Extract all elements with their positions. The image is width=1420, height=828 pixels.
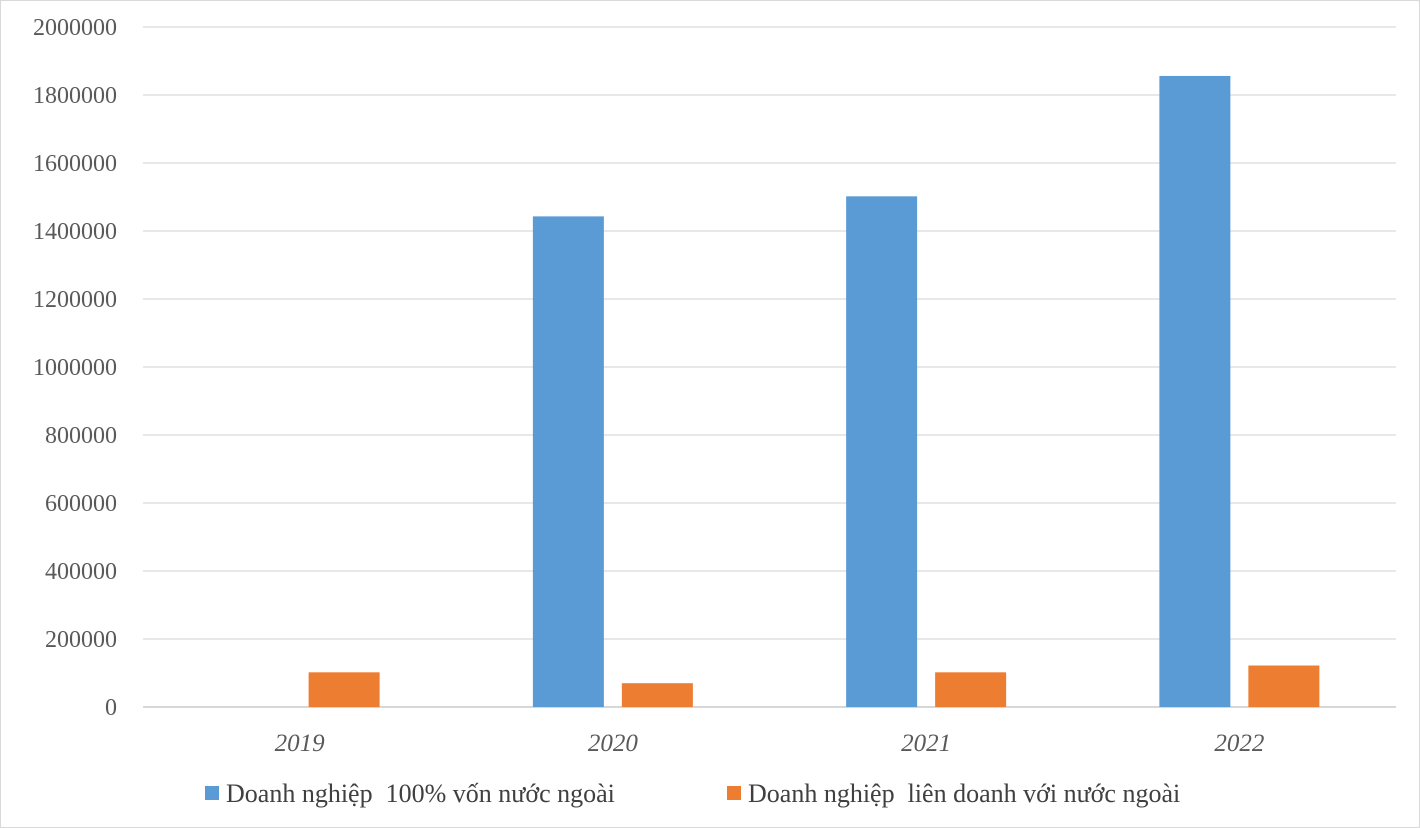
y-tick-label: 1000000 [33,355,117,381]
bar-foreign-owned-2021 [846,196,918,707]
y-tick-label: 800000 [45,423,117,449]
x-tick-label: 2021 [901,730,951,757]
y-tick-label: 0 [105,695,117,721]
y-tick-label: 1800000 [33,83,117,109]
x-tick-label: 2020 [588,730,639,757]
bar-foreign-owned-2020 [532,216,604,707]
x-tick-label: 2022 [1214,730,1264,757]
y-tick-label: 200000 [45,627,117,653]
bar-joint-venture-2020 [621,683,693,707]
legend-swatch [727,786,741,800]
bar-foreign-owned-2022 [1159,75,1231,707]
legend-swatch [205,786,219,800]
y-tick-label: 400000 [45,559,117,585]
y-tick-label: 1200000 [33,287,117,313]
y-tick-label: 1400000 [33,219,117,245]
bar-joint-venture-2021 [935,672,1007,707]
y-tick-label: 2000000 [33,15,117,41]
y-tick-label: 1600000 [33,151,117,177]
legend-label: Doanh nghiệp 100% vốn nước ngoài [226,779,615,808]
bar-joint-venture-2019 [308,672,380,707]
legend-label: Doanh nghiệp liên doanh với nước ngoài [748,779,1180,808]
x-tick-label: 2019 [275,730,326,757]
bar-joint-venture-2022 [1248,665,1320,707]
y-tick-label: 600000 [45,491,117,517]
